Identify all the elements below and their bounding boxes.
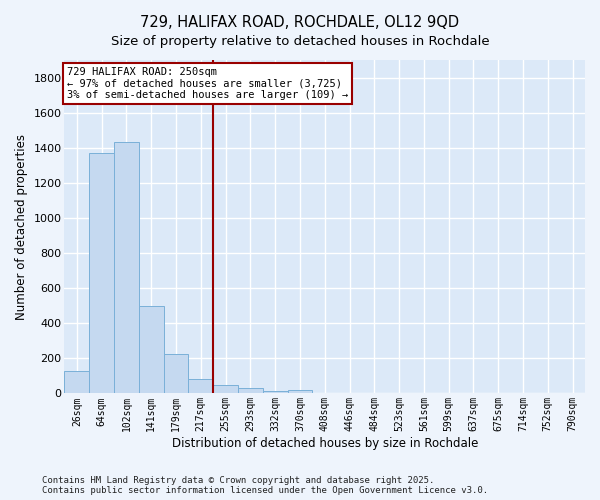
Bar bbox=[263, 391, 287, 394]
Bar bbox=[287, 390, 313, 394]
Text: Contains HM Land Registry data © Crown copyright and database right 2025.
Contai: Contains HM Land Registry data © Crown c… bbox=[42, 476, 488, 495]
Bar bbox=[164, 354, 188, 394]
Bar bbox=[114, 142, 139, 394]
Bar bbox=[213, 384, 238, 394]
Bar bbox=[139, 306, 164, 394]
Bar bbox=[238, 388, 263, 394]
Bar bbox=[89, 153, 114, 394]
Text: 729 HALIFAX ROAD: 250sqm
← 97% of detached houses are smaller (3,725)
3% of semi: 729 HALIFAX ROAD: 250sqm ← 97% of detach… bbox=[67, 67, 348, 100]
Y-axis label: Number of detached properties: Number of detached properties bbox=[15, 134, 28, 320]
Bar bbox=[188, 380, 213, 394]
Text: Size of property relative to detached houses in Rochdale: Size of property relative to detached ho… bbox=[110, 35, 490, 48]
X-axis label: Distribution of detached houses by size in Rochdale: Distribution of detached houses by size … bbox=[172, 437, 478, 450]
Bar bbox=[64, 370, 89, 394]
Text: 729, HALIFAX ROAD, ROCHDALE, OL12 9QD: 729, HALIFAX ROAD, ROCHDALE, OL12 9QD bbox=[140, 15, 460, 30]
